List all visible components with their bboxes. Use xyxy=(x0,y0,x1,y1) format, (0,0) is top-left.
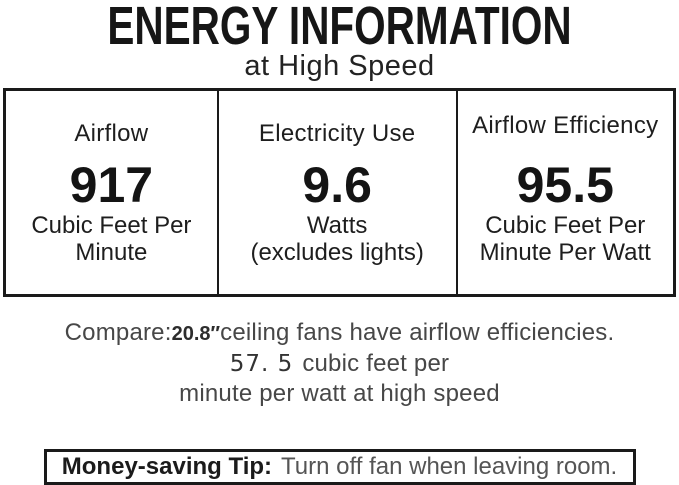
compare-section: Compare:20.8″ceiling fans have airflow e… xyxy=(0,318,679,408)
money-saving-tip-box: Money-saving Tip: Turn off fan when leav… xyxy=(43,449,636,485)
inch-mark: ″ xyxy=(210,323,221,345)
electricity-use-unit-line-2: (excludes lights) xyxy=(250,239,424,266)
electricity-use-unit-line-1: Watts xyxy=(306,212,368,239)
compare-line-1-text: ceiling fans have airflow efficiencies. xyxy=(220,319,615,346)
tip-label: Money-saving Tip: xyxy=(61,453,273,480)
electricity-use-value: 9.6 xyxy=(302,157,372,213)
airflow-value: 917 xyxy=(69,157,154,213)
compare-label: Compare: xyxy=(64,319,172,346)
compare-line-1: Compare:20.8″ceiling fans have airflow e… xyxy=(0,318,679,349)
airflow-efficiency-header: Airflow Efficiency xyxy=(472,112,659,139)
airflow-efficiency-value: 95.5 xyxy=(516,157,614,213)
airflow-unit-line-2: Minute xyxy=(75,239,148,266)
page-subtitle: at High Speed xyxy=(244,50,435,82)
label-header: ENERGY INFORMATION at High Speed xyxy=(0,0,679,82)
comparison-efficiency-value: 57. 5 xyxy=(229,351,294,377)
compare-line-2-text: cubic feet per xyxy=(302,350,450,377)
fan-size-value: 20.8 xyxy=(171,323,211,345)
airflow-efficiency-unit-line-2: Minute Per Watt xyxy=(479,239,651,266)
energy-table: Airflow 917 Cubic Feet Per Minute Electr… xyxy=(3,88,676,297)
airflow-cell: Airflow 917 Cubic Feet Per Minute xyxy=(6,91,217,294)
compare-line-2: 57. 5 cubic feet per xyxy=(0,349,679,379)
electricity-use-cell: Electricity Use 9.6 Watts (excludes ligh… xyxy=(216,91,456,294)
airflow-header: Airflow xyxy=(74,120,149,147)
airflow-efficiency-cell: Airflow Efficiency 95.5 Cubic Feet Per M… xyxy=(455,91,673,294)
airflow-efficiency-unit-line-1: Cubic Feet Per xyxy=(485,212,646,239)
compare-line-3: minute per watt at high speed xyxy=(179,380,500,407)
tip-text: Turn off fan when leaving room. xyxy=(281,453,618,480)
page-title: ENERGY INFORMATION xyxy=(107,0,572,56)
electricity-use-header: Electricity Use xyxy=(258,120,416,147)
airflow-unit-line-1: Cubic Feet Per xyxy=(31,212,192,239)
